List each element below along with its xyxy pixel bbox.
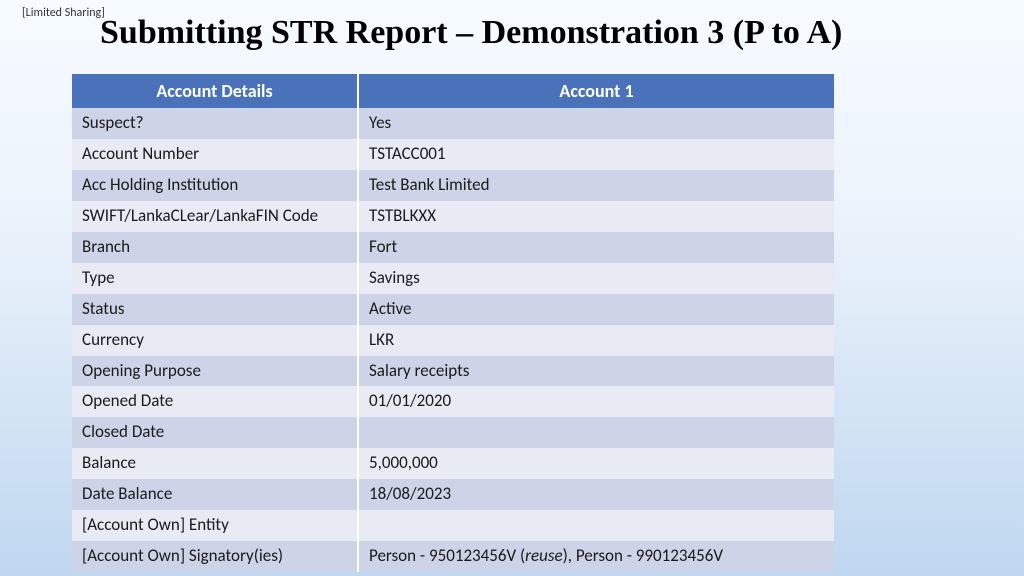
table-row: Closed Date bbox=[72, 417, 834, 448]
table-header-row: Account Details Account 1 bbox=[72, 74, 834, 108]
table-row: StatusActive bbox=[72, 294, 834, 325]
page-title: Submitting STR Report – Demonstration 3 … bbox=[100, 14, 842, 52]
table-row: Suspect?Yes bbox=[72, 108, 834, 139]
row-value: Active bbox=[358, 294, 834, 325]
row-label: [Account Own] Entity bbox=[72, 510, 358, 541]
row-label: Account Number bbox=[72, 139, 358, 170]
account-details-table-container: Account Details Account 1 Suspect?YesAcc… bbox=[72, 74, 834, 572]
row-label: Suspect? bbox=[72, 108, 358, 139]
table-row: SWIFT/LankaCLear/LankaFIN CodeTSTBLKXX bbox=[72, 201, 834, 232]
table-row: Opened Date01/01/2020 bbox=[72, 386, 834, 417]
table-row: CurrencyLKR bbox=[72, 325, 834, 356]
row-label: Branch bbox=[72, 232, 358, 263]
table-row: [Account Own] Entity bbox=[72, 510, 834, 541]
table-row: Account NumberTSTACC001 bbox=[72, 139, 834, 170]
row-value: Yes bbox=[358, 108, 834, 139]
row-value: 18/08/2023 bbox=[358, 479, 834, 510]
classification-label: [Limited Sharing] bbox=[22, 6, 105, 20]
row-label: Opening Purpose bbox=[72, 356, 358, 387]
row-value: Person - 950123456V (reuse), Person - 99… bbox=[358, 541, 834, 572]
row-value: Salary receipts bbox=[358, 356, 834, 387]
row-value bbox=[358, 510, 834, 541]
row-label: Opened Date bbox=[72, 386, 358, 417]
row-value: Fort bbox=[358, 232, 834, 263]
row-value: Test Bank Limited bbox=[358, 170, 834, 201]
row-value: Savings bbox=[358, 263, 834, 294]
row-value: TSTACC001 bbox=[358, 139, 834, 170]
row-value: LKR bbox=[358, 325, 834, 356]
table-row: BranchFort bbox=[72, 232, 834, 263]
row-value: TSTBLKXX bbox=[358, 201, 834, 232]
row-label: Closed Date bbox=[72, 417, 358, 448]
row-value: 5,000,000 bbox=[358, 448, 834, 479]
row-value bbox=[358, 417, 834, 448]
table-row: Acc Holding InstitutionTest Bank Limited bbox=[72, 170, 834, 201]
row-label: Currency bbox=[72, 325, 358, 356]
row-label: Acc Holding Institution bbox=[72, 170, 358, 201]
inline-text: reuse bbox=[525, 545, 562, 566]
table-row: TypeSavings bbox=[72, 263, 834, 294]
row-value: 01/01/2020 bbox=[358, 386, 834, 417]
row-label: Date Balance bbox=[72, 479, 358, 510]
row-label: Balance bbox=[72, 448, 358, 479]
col-header-account1: Account 1 bbox=[358, 74, 834, 108]
table-body: Suspect?YesAccount NumberTSTACC001Acc Ho… bbox=[72, 108, 834, 572]
table-row: Date Balance18/08/2023 bbox=[72, 479, 834, 510]
row-label: Type bbox=[72, 263, 358, 294]
table-row: [Account Own] Signatory(ies)Person - 950… bbox=[72, 541, 834, 572]
account-details-table: Account Details Account 1 Suspect?YesAcc… bbox=[72, 74, 834, 572]
table-row: Balance5,000,000 bbox=[72, 448, 834, 479]
row-label: SWIFT/LankaCLear/LankaFIN Code bbox=[72, 201, 358, 232]
table-row: Opening PurposeSalary receipts bbox=[72, 356, 834, 387]
col-header-details: Account Details bbox=[72, 74, 358, 108]
row-label: [Account Own] Signatory(ies) bbox=[72, 541, 358, 572]
row-label: Status bbox=[72, 294, 358, 325]
